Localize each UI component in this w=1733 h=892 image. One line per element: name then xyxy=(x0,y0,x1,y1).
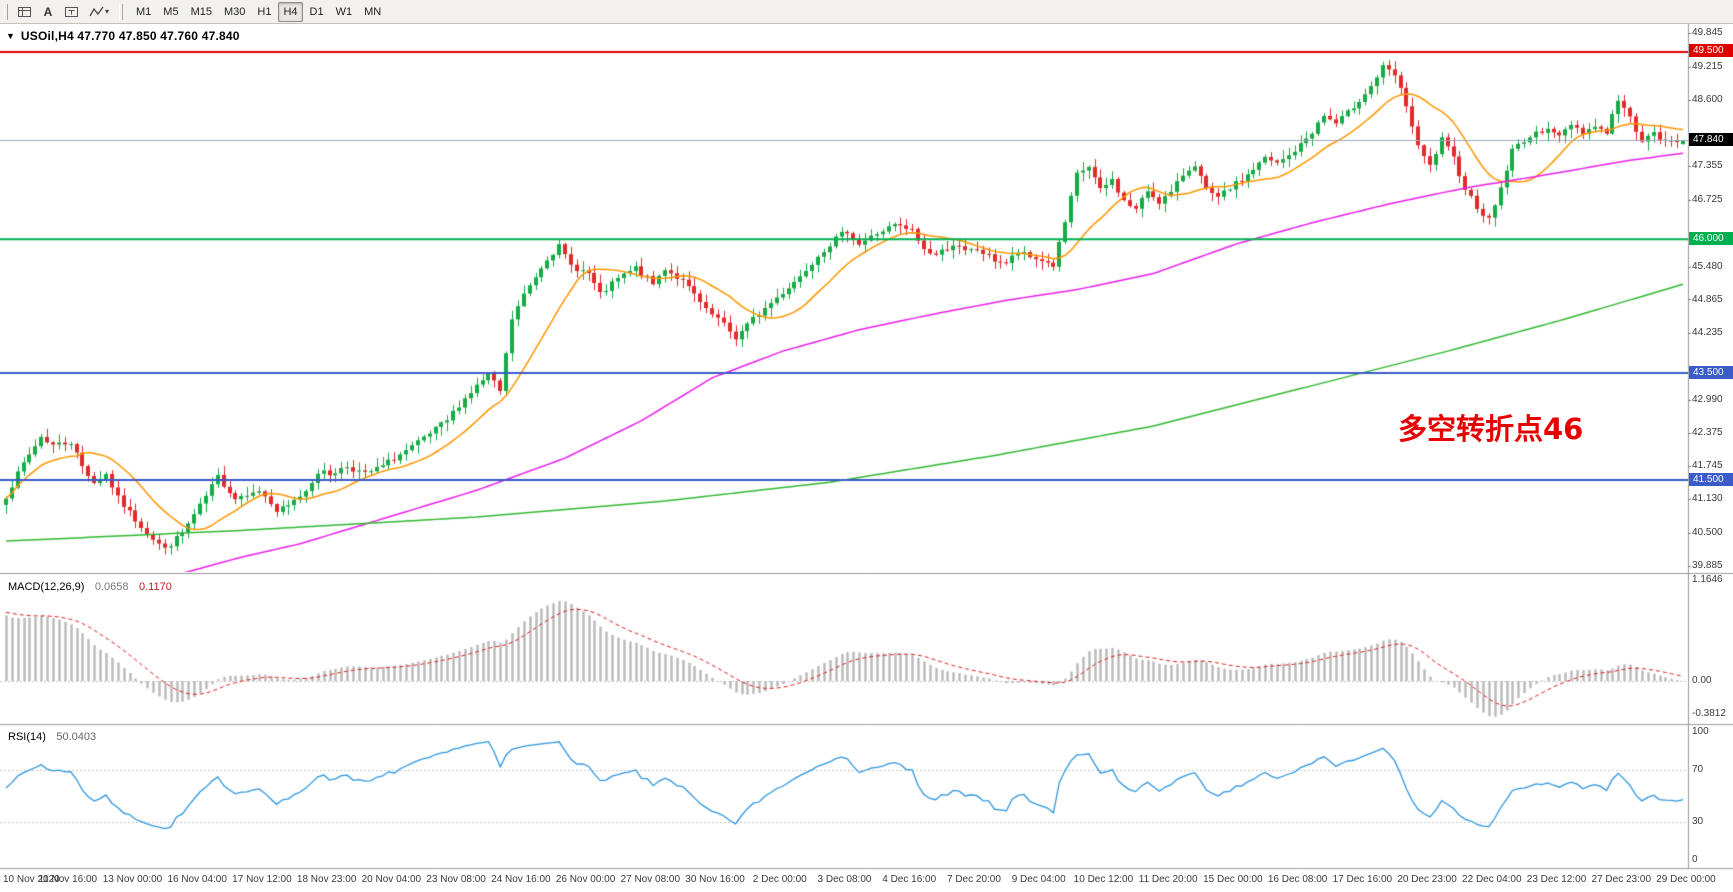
timeframe-button-h4[interactable]: H4 xyxy=(278,1,303,22)
chart-canvas[interactable] xyxy=(0,24,1733,892)
timeframe-button-w1[interactable]: W1 xyxy=(335,5,353,18)
timeframe-button-m1[interactable]: M1 xyxy=(136,5,152,18)
text-annotation-button[interactable]: A xyxy=(37,2,59,22)
chart-list-icon xyxy=(17,5,32,19)
toolbar-separator xyxy=(119,3,124,20)
text-annotation-label: A xyxy=(43,4,53,19)
text-box-icon xyxy=(64,5,79,19)
chart-list-button[interactable] xyxy=(12,2,37,22)
text-box-tool-button[interactable] xyxy=(59,2,84,22)
chevron-down-icon: ▾ xyxy=(105,7,110,16)
zigzag-tool-button[interactable]: ▾ xyxy=(84,2,114,22)
timeframe-button-m30[interactable]: M30 xyxy=(223,5,246,18)
timeframe-button-h1[interactable]: H1 xyxy=(257,5,272,18)
main-toolbar: A ▾ M1 M5 M15 M30 H1 H4 D1 W1 MN xyxy=(0,0,1733,24)
timeframe-button-m5[interactable]: M5 xyxy=(163,5,179,18)
timeframe-button-m15[interactable]: M15 xyxy=(190,5,212,18)
toolbar-grip[interactable] xyxy=(4,3,8,20)
timeframe-group: M1 M5 M15 M30 H1 H4 D1 W1 MN xyxy=(130,1,387,22)
chart-area: ▼ USOil,H4 47.770 47.850 47.760 47.840 M… xyxy=(0,24,1733,892)
zigzag-icon xyxy=(89,5,104,19)
timeframe-button-d1[interactable]: D1 xyxy=(309,5,324,18)
timeframe-button-mn[interactable]: MN xyxy=(364,5,382,18)
